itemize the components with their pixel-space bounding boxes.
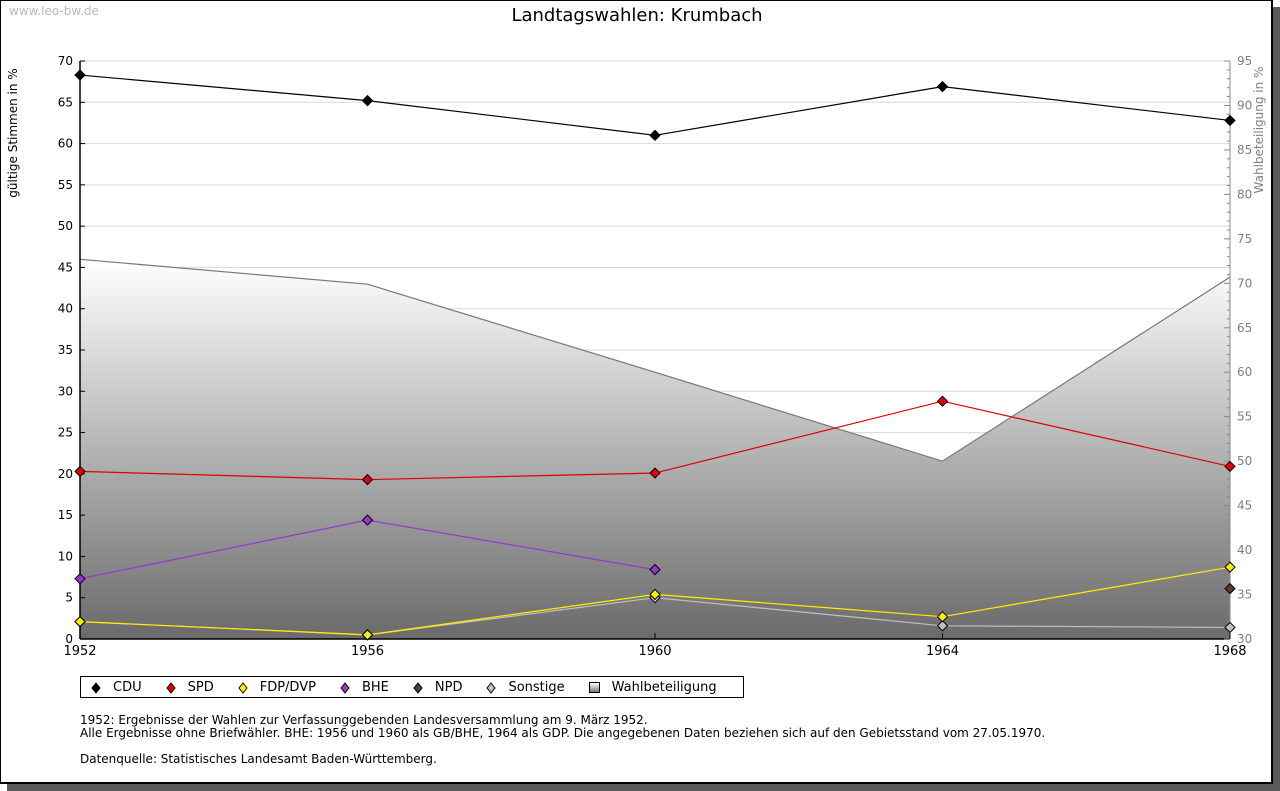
diamond-marker-icon: [340, 682, 350, 694]
turnout-area: [79, 258, 1231, 639]
legend-item: Wahlbeteiligung: [588, 679, 717, 695]
frame-shadow-right: [1273, 7, 1280, 791]
chart-title: Landtagswahlen: Krumbach: [511, 5, 762, 26]
legend-label: BHE: [361, 679, 389, 695]
legend-item: SPD: [165, 679, 214, 695]
y2-tick-label: 55: [1237, 410, 1252, 424]
legend-item: CDU: [91, 680, 142, 695]
data-point-fdpdvp: [74, 615, 86, 628]
y-tick-label: 25: [58, 426, 73, 440]
y-tick-label: 15: [58, 508, 73, 522]
y2-tick-label: 75: [1237, 232, 1252, 246]
data-point-bhe: [74, 573, 86, 585]
diamond-marker-icon: [486, 682, 497, 694]
data-point-fdpdvp: [649, 588, 661, 601]
y-tick-label: 55: [58, 178, 73, 192]
series-markers: [74, 69, 1236, 641]
legend-item: FDP/DVP: [238, 680, 316, 695]
data-point-sonstige: [936, 620, 949, 632]
data-point-spd: [936, 395, 949, 407]
data-point-cdu: [74, 69, 86, 81]
y2-tick-label: 65: [1237, 321, 1252, 335]
data-point-cdu: [1224, 114, 1236, 127]
y-tick-label: 65: [58, 95, 73, 109]
legend-label: CDU: [113, 679, 142, 695]
legend-item: NPD: [413, 679, 463, 695]
legend-label: SPD: [187, 679, 214, 695]
square-marker-icon: [588, 681, 600, 693]
x-tick-label: 1960: [638, 644, 671, 659]
x-tick-label: 1952: [63, 644, 96, 659]
x-tick-label: 1968: [1213, 644, 1246, 659]
y2-tick-label: 35: [1237, 588, 1252, 602]
y-tick-label: 5: [65, 591, 73, 605]
data-point-cdu: [936, 80, 949, 93]
turnout-line: [79, 258, 1231, 462]
y2-tick-label: 95: [1237, 54, 1252, 68]
y2-tick-label: 50: [1237, 454, 1252, 468]
y2-tick-label: 60: [1237, 365, 1252, 379]
y-tick-label: 60: [58, 137, 73, 151]
y2-tick-label: 85: [1237, 143, 1252, 157]
y-axis-right-label: Wahlbeteiligung in %: [1252, 67, 1266, 194]
y-tick-label: 40: [58, 302, 73, 316]
frame-shadow-bottom: [7, 784, 1280, 791]
diamond-marker-icon: [238, 682, 248, 694]
data-point-fdpdvp: [936, 610, 949, 623]
y-tick-label: 30: [58, 384, 73, 398]
diamond-marker-icon: [91, 682, 101, 694]
data-point-bhe: [649, 563, 661, 576]
note-line-2: Alle Ergebnisse ohne Briefwähler. BHE: 1…: [80, 726, 1046, 740]
legend-label: FDP/DVP: [259, 679, 316, 695]
y2-tick-label: 30: [1237, 632, 1252, 646]
data-point-npd: [1224, 582, 1236, 595]
legend: CDU SPD FDP/DVP BHE NPD Sonstige Wahlbeteiligu…: [80, 676, 744, 698]
data-point-bhe: [361, 514, 374, 526]
data-point-spd: [74, 465, 86, 478]
y-axis-left-label: gültige Stimmen in %: [6, 68, 20, 197]
data-point-spd: [649, 467, 661, 479]
y2-tick-label: 45: [1237, 499, 1252, 513]
y2-tick-label: 90: [1237, 98, 1252, 112]
legend-item: BHE: [340, 680, 389, 695]
data-point-spd: [361, 473, 374, 486]
series-line-cdu: [79, 74, 1231, 136]
x-tick-label: 1964: [926, 644, 959, 659]
legend-label: NPD: [434, 679, 463, 695]
y2-tick-label: 80: [1237, 187, 1252, 201]
y-tick-label: 35: [58, 343, 73, 357]
data-point-spd: [1224, 460, 1236, 473]
diamond-marker-icon: [165, 682, 176, 694]
turnout-area-fill: [80, 259, 1230, 639]
note-source: Datenquelle: Statistisches Landesamt Bad…: [80, 752, 437, 766]
data-point-fdpdvp: [1224, 561, 1236, 573]
y-tick-label: 0: [65, 632, 73, 646]
y-tick-label: 70: [58, 54, 73, 68]
y-tick-label: 10: [58, 549, 73, 563]
diamond-marker-icon: [413, 682, 423, 694]
watermark: www.leo-bw.de: [9, 4, 99, 18]
data-point-fdpdvp: [361, 629, 374, 641]
legend-item: Sonstige: [486, 679, 565, 695]
y-tick-label: 50: [58, 219, 73, 233]
legend-label: Wahlbeteiligung: [611, 679, 717, 695]
y-tick-label: 20: [58, 467, 73, 481]
y2-tick-label: 40: [1237, 543, 1252, 557]
data-point-cdu: [361, 94, 374, 107]
data-point-cdu: [649, 129, 661, 142]
legend-label: Sonstige: [508, 679, 565, 695]
note-line-1: 1952: Ergebnisse der Wahlen zur Verfassu…: [80, 713, 648, 727]
axes: 0 5 10 15 20 25 30 35 40 45 50 55 60 65 70 30 35 40 45 50 55…: [58, 54, 1253, 659]
x-tick-label: 1956: [351, 644, 384, 659]
y2-tick-label: 70: [1237, 276, 1252, 290]
data-point-sonstige: [1224, 621, 1236, 634]
y-tick-label: 45: [58, 260, 73, 274]
